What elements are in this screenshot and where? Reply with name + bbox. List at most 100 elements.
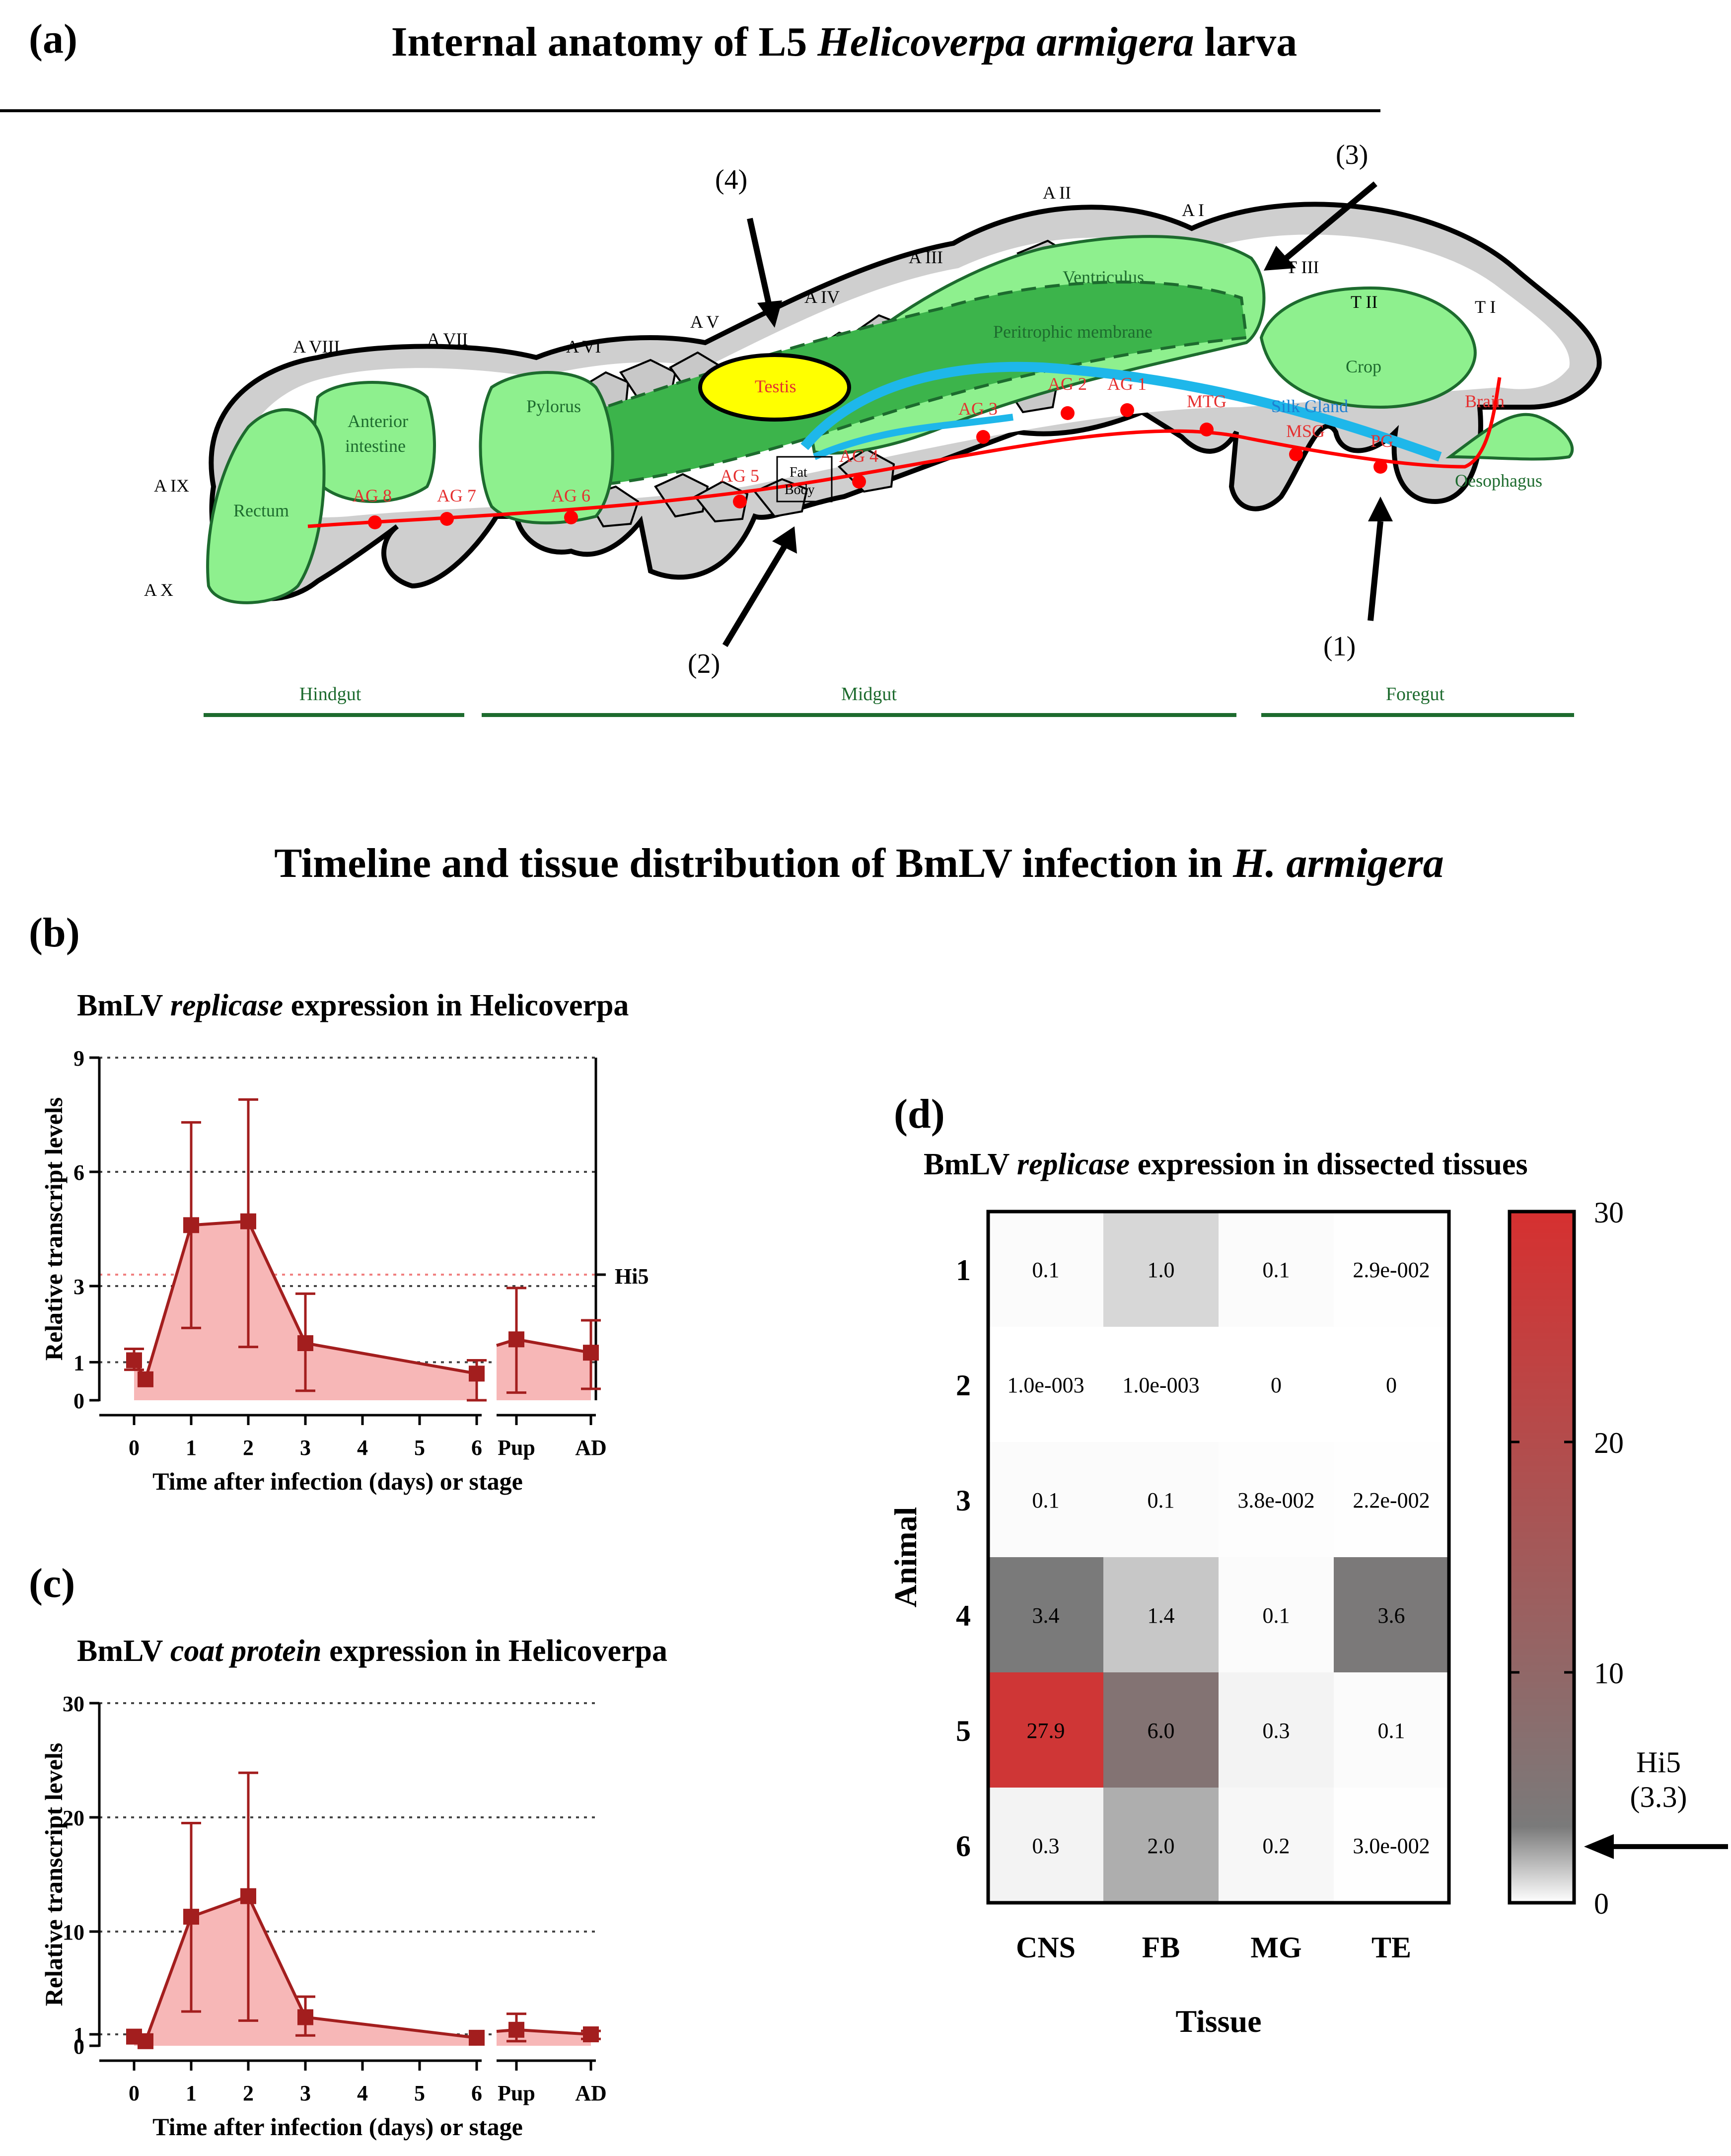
x-axis-title: Time after infection (days) or stage bbox=[152, 2113, 523, 2141]
segment-label: A IX bbox=[154, 476, 189, 496]
hi5-reference-label: Hi5 bbox=[615, 1264, 649, 1289]
heatmap-cell bbox=[1334, 1212, 1449, 1327]
heatmap-cell-label: 1.4 bbox=[1148, 1603, 1175, 1628]
arrow-label-3: (3) bbox=[1336, 140, 1368, 170]
segment-label: A I bbox=[1182, 200, 1204, 220]
row-label: 6 bbox=[956, 1830, 971, 1863]
x-tick-label: 3 bbox=[300, 2081, 311, 2105]
heatmap-cell bbox=[1334, 1442, 1449, 1557]
y-tick-label: 10 bbox=[63, 1920, 84, 1944]
x-tick-label: 6 bbox=[471, 1436, 482, 1460]
data-point bbox=[297, 1335, 313, 1351]
x-axis-title: Tissue bbox=[1175, 2004, 1261, 2036]
pylorus-label: Pylorus bbox=[526, 396, 581, 416]
segment-label: A VII bbox=[427, 329, 468, 349]
data-point bbox=[297, 2009, 313, 2025]
heatmap-cell bbox=[988, 1557, 1103, 1672]
colorbar-tick-label: 0 bbox=[1594, 1887, 1609, 1920]
ganglion-label: AG 4 bbox=[839, 446, 878, 466]
panel-c-title: BmLV coat protein expression in Helicove… bbox=[77, 1634, 667, 1668]
heatmap-cell bbox=[1103, 1327, 1219, 1442]
rectum bbox=[206, 408, 326, 604]
ganglion-label: AG 7 bbox=[437, 486, 476, 505]
x-tick-label: 1 bbox=[186, 2081, 197, 2105]
x-tick-label: 5 bbox=[414, 2081, 425, 2105]
colorbar-tick-label: 20 bbox=[1594, 1427, 1624, 1459]
panel-c-letter: (c) bbox=[29, 1560, 75, 1606]
silk-gland-label: Silk Gland bbox=[1271, 396, 1348, 416]
data-point bbox=[126, 1352, 142, 1368]
anterior-intestine-label-2: intestine bbox=[345, 436, 406, 456]
ganglion-label: AG 5 bbox=[720, 466, 759, 486]
heatmap-cell bbox=[988, 1212, 1103, 1327]
heatmap-cell-label: 0.1 bbox=[1032, 1488, 1060, 1512]
y-tick-label: 30 bbox=[63, 1692, 84, 1716]
segment-label: A III bbox=[909, 247, 943, 267]
heatmap-frame bbox=[986, 1210, 1451, 1905]
heatmap-cell bbox=[1219, 1788, 1334, 1903]
y-axis-title: Relative transcript levels bbox=[40, 1097, 68, 1361]
larva-anatomy-diagram: A I A II A III A IV A V A VI A VII A VII… bbox=[0, 109, 1602, 717]
heatmap-cell-label: 3.4 bbox=[1032, 1603, 1060, 1628]
heatmap-cell bbox=[988, 1442, 1103, 1557]
row-label: 4 bbox=[956, 1599, 971, 1632]
row-label: 2 bbox=[956, 1369, 971, 1402]
panel-b-letter: (b) bbox=[29, 910, 80, 956]
y-tick-label: 0 bbox=[73, 2034, 84, 2059]
foregut-label: Foregut bbox=[1386, 684, 1445, 705]
crop-label: Crop bbox=[1346, 357, 1381, 376]
y-tick-label: 9 bbox=[73, 1046, 84, 1071]
column-label: TE bbox=[1371, 1931, 1411, 1964]
rectum-label: Rectum bbox=[233, 501, 289, 520]
fat-body-label-2: Body bbox=[785, 482, 815, 498]
colorbar-tick-label: 30 bbox=[1594, 1196, 1624, 1229]
fat-body-label-1: Fat bbox=[790, 465, 807, 480]
heatmap-cell-label: 0.1 bbox=[1263, 1258, 1290, 1282]
heatmap-cell bbox=[1103, 1557, 1219, 1672]
ganglion-label: AG 1 bbox=[1107, 374, 1147, 394]
panel-b-title: BmLV replicase expression in Helicoverpa bbox=[77, 989, 629, 1022]
heatmap-cell-label: 3.8e-002 bbox=[1237, 1488, 1314, 1512]
column-label: FB bbox=[1142, 1931, 1180, 1964]
x-tick-label: 3 bbox=[300, 1436, 311, 1460]
heatmap-cell bbox=[1103, 1212, 1219, 1327]
arrow-label-4: (4) bbox=[715, 164, 747, 195]
data-point bbox=[583, 2026, 599, 2042]
heatmap-cell bbox=[1334, 1327, 1449, 1442]
segment-label: A IV bbox=[804, 287, 840, 307]
heatmap-cell-label: 0 bbox=[1386, 1373, 1397, 1397]
heatmap-cell bbox=[1334, 1557, 1449, 1672]
ganglion-label: AG 8 bbox=[353, 486, 392, 505]
oesophagus-label: Oesophagus bbox=[1455, 471, 1542, 491]
heatmap-cell bbox=[1219, 1557, 1334, 1672]
arrow-label-2: (2) bbox=[688, 648, 720, 679]
heatmap-cell bbox=[1334, 1788, 1449, 1903]
heatmap-cell-label: 0 bbox=[1271, 1373, 1282, 1397]
x-tick-label: 5 bbox=[414, 1436, 425, 1460]
x-tick-label: Pup bbox=[498, 2081, 535, 2105]
x-tick-label: 0 bbox=[129, 2081, 140, 2105]
segment-label: A V bbox=[690, 312, 719, 332]
x-tick-label: AD bbox=[575, 2081, 607, 2105]
testis-label: Testis bbox=[755, 376, 796, 396]
crop bbox=[1259, 286, 1477, 409]
segment-label: T I bbox=[1475, 297, 1496, 317]
heatmap-cell-label: 0.3 bbox=[1032, 1834, 1060, 1858]
heatmap-cell bbox=[1219, 1212, 1334, 1327]
x-axis-title: Time after infection (days) or stage bbox=[152, 1467, 523, 1495]
heatmap-cell-label: 3.6 bbox=[1378, 1603, 1405, 1628]
data-point bbox=[583, 1345, 599, 1361]
heatmap-cell-label: 2.0 bbox=[1148, 1834, 1175, 1858]
colorbar-tick-label: 10 bbox=[1594, 1657, 1624, 1690]
testis bbox=[698, 353, 851, 422]
y-tick-label: 1 bbox=[73, 2023, 84, 2047]
x-tick-label: 2 bbox=[243, 2081, 254, 2105]
heatmap-cell bbox=[988, 1788, 1103, 1903]
heatmap-cell-label: 27.9 bbox=[1027, 1719, 1065, 1743]
peritrophic-membrane bbox=[495, 280, 1248, 490]
heatmap-cell bbox=[1219, 1442, 1334, 1557]
pylorus-region bbox=[479, 371, 614, 525]
heatmap-cell bbox=[1219, 1327, 1334, 1442]
heatmap-cell-label: 0.1 bbox=[1032, 1258, 1060, 1282]
